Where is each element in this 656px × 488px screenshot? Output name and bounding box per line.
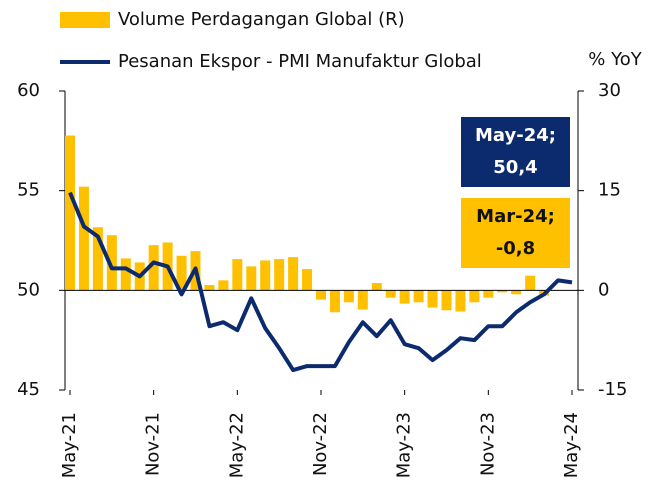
bar	[78, 186, 89, 291]
bar	[511, 290, 522, 295]
bar	[469, 290, 480, 303]
y-tick-label: 45	[17, 379, 40, 400]
bar	[343, 290, 354, 303]
y2-tick-label: 15	[598, 180, 621, 201]
bar	[106, 235, 117, 291]
bar	[483, 290, 494, 298]
bar	[357, 290, 368, 310]
bar	[204, 285, 215, 291]
y-tick-label: 55	[17, 180, 40, 201]
bar	[288, 257, 299, 291]
bar	[148, 245, 159, 291]
y2-tick-label: 30	[598, 80, 621, 101]
y-tick-label: 60	[17, 80, 40, 101]
legend-label: Pesanan Ekspor - PMI Manufaktur Global	[118, 51, 482, 72]
bar	[92, 227, 103, 291]
bar	[413, 290, 424, 303]
bar	[441, 290, 452, 311]
annotation-text: Mar-24;	[476, 206, 555, 227]
y-tick-label: 50	[17, 279, 40, 300]
bar	[176, 255, 187, 291]
bar	[120, 258, 131, 291]
bar	[455, 290, 466, 312]
bar	[316, 290, 326, 300]
annotation-text: 50,4	[493, 157, 537, 178]
y2-tick-label: -15	[598, 379, 627, 400]
x-tick-label: May-23	[394, 412, 415, 478]
bar	[260, 260, 271, 291]
bar	[427, 290, 438, 308]
line	[68, 191, 573, 373]
annotation-text: -0,8	[496, 238, 535, 259]
bar	[232, 259, 243, 291]
bar	[385, 290, 396, 298]
x-tick-label: Nov-21	[143, 412, 164, 476]
bar	[65, 135, 75, 291]
y2-axis-label: % YoY	[588, 49, 642, 70]
x-tick-label: May-24	[561, 412, 582, 478]
x-tick-label: May-21	[59, 412, 80, 478]
x-tick-label: Nov-23	[477, 412, 498, 476]
legend-swatch	[60, 12, 110, 28]
bar	[371, 283, 382, 291]
bar	[302, 269, 313, 291]
x-tick-label: May-22	[226, 412, 247, 478]
bar	[246, 266, 257, 291]
bar	[274, 259, 285, 291]
y2-tick-label: 0	[598, 279, 609, 300]
annotation-box	[461, 198, 570, 268]
annotation-text: May-24;	[475, 125, 556, 146]
annotation-box	[461, 117, 570, 187]
bar	[525, 275, 536, 291]
legend-label: Volume Perdagangan Global (R)	[118, 9, 405, 30]
bar	[329, 290, 340, 313]
bar	[218, 280, 229, 291]
x-tick-label: Nov-22	[310, 412, 331, 476]
bar	[399, 290, 410, 304]
bar	[497, 290, 508, 293]
